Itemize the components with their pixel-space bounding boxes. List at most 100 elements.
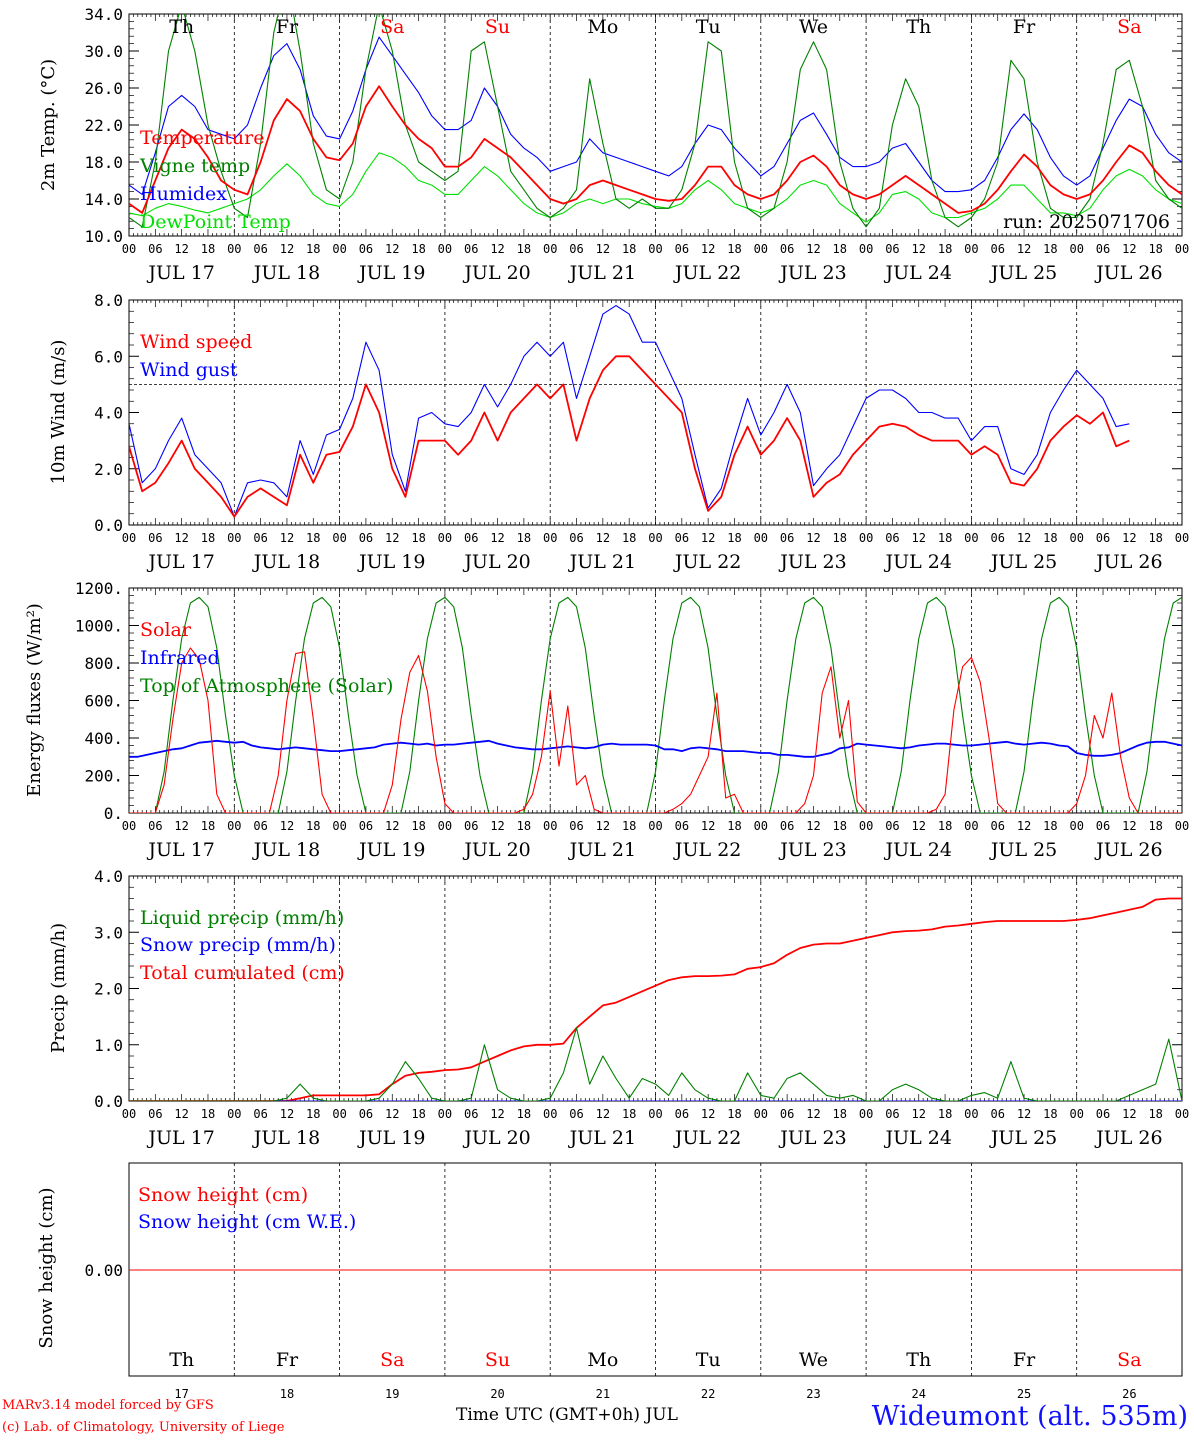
hour-tick-label: 12 [806,531,820,545]
day-tick-label: JUL 23 [778,262,846,284]
y-tick-label: 1000. [75,617,123,636]
legend-entry: Solar [140,619,192,641]
hour-tick-label: 18 [1043,242,1057,256]
series-line-wind-gust [129,305,1130,518]
day-tick-label: JUL 20 [462,1127,530,1149]
weekday-label: Sa [1117,1349,1141,1371]
hour-tick-label: 12 [1122,1107,1136,1121]
hour-tick-label: 12 [490,1107,504,1121]
hour-tick-label: 06 [990,1107,1004,1121]
hour-tick-label: 18 [727,819,741,833]
y-axis-label: 2m Temp. (°C) [38,59,59,191]
series-line-wind-speed [129,355,1130,518]
y-tick-label: 30.0 [84,42,123,61]
legend-entry: Vigne temp [139,155,250,177]
hour-tick-label: 12 [280,531,294,545]
hour-tick-label: 00 [122,1107,136,1121]
hour-tick-label: 00 [648,531,662,545]
hour-tick-label: 06 [569,819,583,833]
hour-tick-label: 18 [411,531,425,545]
day-number-label: 21 [596,1387,610,1401]
hour-tick-label: 06 [359,531,373,545]
hour-tick-label: 12 [280,819,294,833]
hour-tick-label: 00 [859,242,873,256]
day-tick-label: JUL 19 [357,839,425,861]
hour-tick-label: 12 [701,1107,715,1121]
day-tick-label: JUL 19 [357,551,425,573]
hour-tick-label: 00 [964,1107,978,1121]
day-tick-label: JUL 24 [884,262,952,284]
hour-tick-label: 12 [174,1107,188,1121]
hour-tick-label: 18 [1043,819,1057,833]
hour-tick-label: 00 [754,531,768,545]
series-line-dewpoint-temp [129,152,1182,223]
legend-entry: Wind speed [140,331,252,353]
lab-credit: (c) Lab. of Climatology, University of L… [2,1420,285,1435]
hour-tick-label: 00 [859,819,873,833]
hour-tick-label: 12 [1017,1107,1031,1121]
hour-tick-label: 12 [174,531,188,545]
weekday-label: Su [485,1349,510,1371]
legend-entry: Temperature [140,127,264,149]
series-line-temperature [129,85,1182,214]
hour-tick-label: 00 [122,819,136,833]
hour-tick-label: 12 [1122,242,1136,256]
hour-tick-label: 06 [885,819,899,833]
legend-entry: DewPoint Temp [140,211,291,233]
hour-tick-label: 06 [359,242,373,256]
hour-tick-label: 00 [964,819,978,833]
hour-tick-label: 06 [780,531,794,545]
series-line-humidex [129,36,1182,195]
hour-tick-label: 00 [648,242,662,256]
hour-tick-label: 00 [438,819,452,833]
hour-tick-label: 00 [1175,531,1189,545]
hour-tick-label: 00 [543,819,557,833]
legend-entry: Snow precip (mm/h) [140,934,336,956]
hour-tick-label: 06 [1096,1107,1110,1121]
hour-tick-label: 12 [701,242,715,256]
hour-tick-label: 12 [806,1107,820,1121]
hour-tick-label: 12 [490,242,504,256]
hour-tick-label: 12 [1017,242,1031,256]
day-tick-label: JUL 17 [146,1127,214,1149]
day-tick-label: JUL 19 [357,1127,425,1149]
day-tick-label: JUL 22 [673,262,741,284]
hour-tick-label: 06 [253,531,267,545]
hour-tick-label: 18 [833,819,847,833]
weekday-label: Fr [276,1349,299,1371]
day-tick-label: JUL 17 [146,839,214,861]
hour-tick-label: 00 [964,531,978,545]
hour-tick-label: 18 [1148,531,1162,545]
y-tick-label: 4.0 [94,867,123,886]
hour-tick-label: 06 [359,1107,373,1121]
hour-tick-label: 18 [1043,1107,1057,1121]
weekday-label: Mo [587,1349,618,1371]
hour-tick-label: 06 [780,819,794,833]
weekday-label: We [799,1349,828,1371]
hour-tick-label: 00 [1069,819,1083,833]
hour-tick-label: 18 [201,242,215,256]
y-tick-label: 1200. [75,579,123,598]
day-number-label: 24 [912,1387,926,1401]
hour-tick-label: 00 [332,819,346,833]
day-tick-label: JUL 25 [989,551,1057,573]
hour-tick-label: 12 [174,242,188,256]
hour-tick-label: 18 [938,242,952,256]
y-tick-label: 22.0 [84,116,123,135]
y-axis-label: Precip (mm/h) [48,923,69,1053]
hour-tick-label: 12 [1017,531,1031,545]
day-number-label: 22 [701,1387,715,1401]
hour-tick-label: 06 [990,819,1004,833]
hour-tick-label: 06 [148,242,162,256]
hour-tick-label: 00 [438,242,452,256]
hour-tick-label: 12 [912,242,926,256]
day-tick-label: JUL 23 [778,839,846,861]
y-tick-label: 600. [84,692,123,711]
hour-tick-label: 06 [780,242,794,256]
y-tick-label: 10.0 [84,227,123,246]
y-tick-label: 0.0 [94,1092,123,1111]
day-tick-label: JUL 21 [568,262,636,284]
hour-tick-label: 18 [833,242,847,256]
y-axis-label: Snow height (cm) [36,1187,57,1348]
hour-tick-label: 06 [464,1107,478,1121]
